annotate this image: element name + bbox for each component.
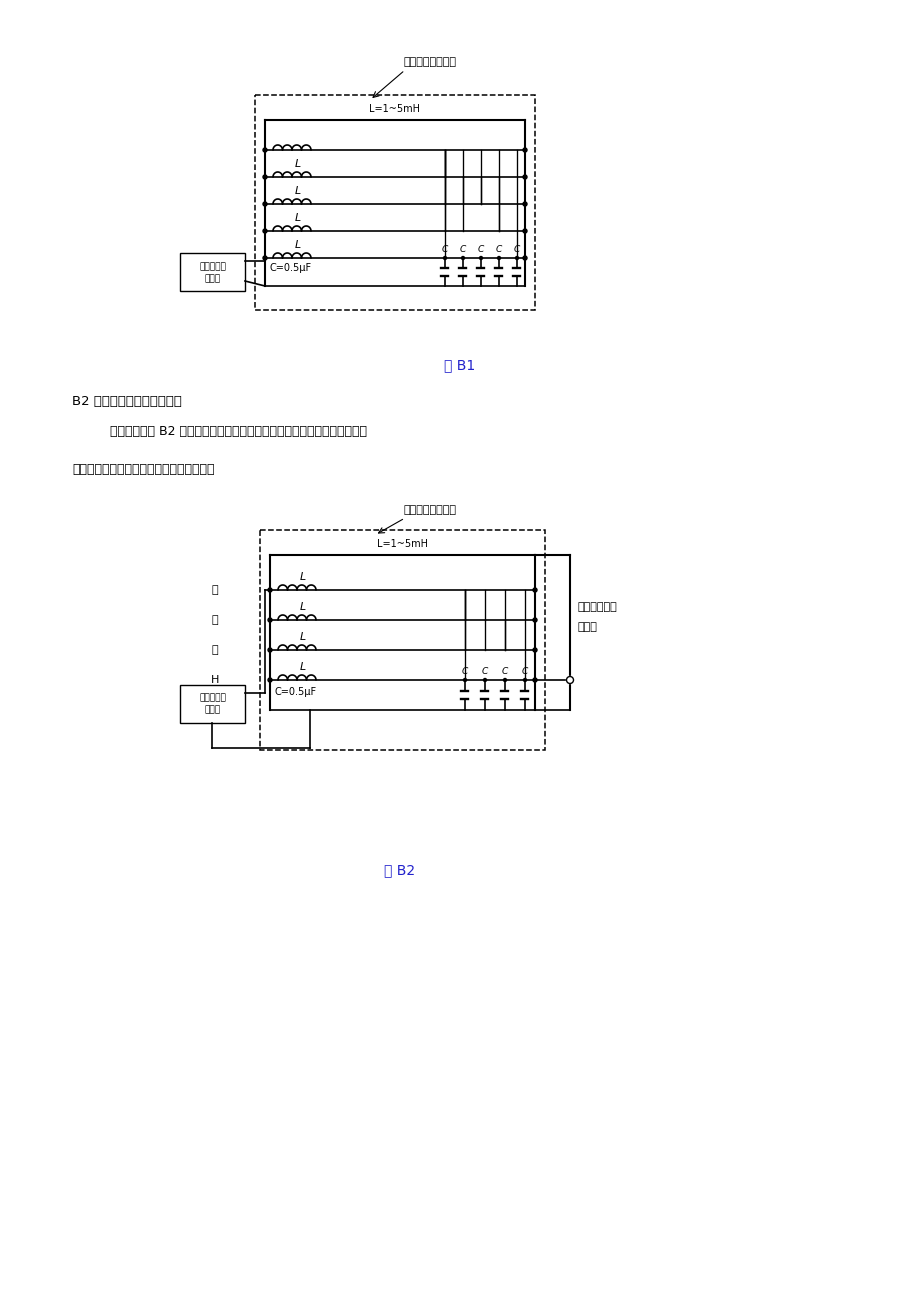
Text: 京: 京: [211, 645, 218, 654]
Circle shape: [532, 588, 537, 592]
Text: C: C: [461, 667, 468, 677]
Text: 干扰试验辅助设备: 干扰试验辅助设备: [403, 505, 456, 515]
Text: L: L: [300, 572, 306, 582]
Circle shape: [267, 588, 272, 592]
Text: L: L: [295, 159, 301, 169]
Text: H: H: [210, 675, 219, 686]
Text: 回: 回: [211, 615, 218, 624]
Text: 高频干扰波: 高频干扰波: [199, 263, 226, 272]
Text: C: C: [495, 245, 502, 254]
Circle shape: [523, 679, 526, 682]
Text: L=1~5mH: L=1~5mH: [369, 104, 420, 114]
Text: 的是，干扰波加于同一组的两条回路之间。: 的是，干扰波加于同一组的两条回路之间。: [72, 463, 214, 476]
Circle shape: [267, 648, 272, 652]
Text: C: C: [477, 245, 483, 254]
Text: C: C: [514, 245, 519, 254]
Text: C: C: [441, 245, 448, 254]
Text: 戝: 戝: [211, 585, 218, 595]
Circle shape: [522, 148, 527, 152]
Circle shape: [532, 648, 537, 652]
Text: C: C: [460, 245, 466, 254]
Circle shape: [532, 618, 537, 622]
Text: 高频干扰波: 高频干扰波: [199, 693, 226, 703]
Text: C: C: [521, 667, 528, 677]
Bar: [260, 530, 544, 749]
Circle shape: [479, 256, 482, 259]
Circle shape: [503, 679, 506, 682]
Text: B2 抗串模高频干扰试验电路: B2 抗串模高频干扰试验电路: [72, 396, 182, 409]
Text: C: C: [502, 667, 507, 677]
Bar: [255, 95, 535, 310]
Circle shape: [263, 256, 267, 260]
Text: L: L: [295, 239, 301, 250]
Text: 干扰试验辅助设备: 干扰试验辅助设备: [403, 57, 456, 66]
Circle shape: [522, 176, 527, 180]
Circle shape: [522, 256, 527, 260]
Circle shape: [267, 678, 272, 682]
Text: 图 B2: 图 B2: [384, 863, 415, 877]
Circle shape: [566, 677, 573, 683]
Circle shape: [461, 256, 464, 259]
Circle shape: [263, 176, 267, 180]
Text: L: L: [300, 632, 306, 641]
Circle shape: [463, 679, 466, 682]
Text: L: L: [300, 662, 306, 673]
Circle shape: [522, 202, 527, 206]
Text: 发生器: 发生器: [204, 275, 221, 284]
Circle shape: [522, 229, 527, 233]
Circle shape: [263, 229, 267, 233]
Circle shape: [515, 256, 518, 259]
Text: 发生器: 发生器: [204, 705, 221, 714]
Bar: [180, 252, 244, 291]
Text: L=1~5mH: L=1~5mH: [377, 539, 427, 549]
Text: L: L: [295, 213, 301, 222]
Text: L: L: [295, 186, 301, 196]
Text: C=0.5μF: C=0.5μF: [275, 687, 317, 697]
Text: 被试集控装置: 被试集控装置: [577, 602, 617, 613]
Circle shape: [267, 618, 272, 622]
Text: 试验电路如图 B2 所示。电源、外电路的连接与抗共模干扰试验相同，不同: 试验电路如图 B2 所示。电源、外电路的连接与抗共模干扰试验相同，不同: [110, 425, 367, 438]
Text: L: L: [300, 602, 306, 611]
Circle shape: [443, 256, 446, 259]
Text: 图 B1: 图 B1: [444, 358, 475, 372]
Circle shape: [497, 256, 500, 259]
Text: C=0.5μF: C=0.5μF: [269, 263, 312, 273]
Circle shape: [532, 678, 537, 682]
Text: 或部件: 或部件: [577, 622, 597, 632]
Circle shape: [263, 148, 267, 152]
Text: C: C: [482, 667, 488, 677]
Bar: [180, 686, 244, 723]
Circle shape: [263, 202, 267, 206]
Circle shape: [483, 679, 486, 682]
